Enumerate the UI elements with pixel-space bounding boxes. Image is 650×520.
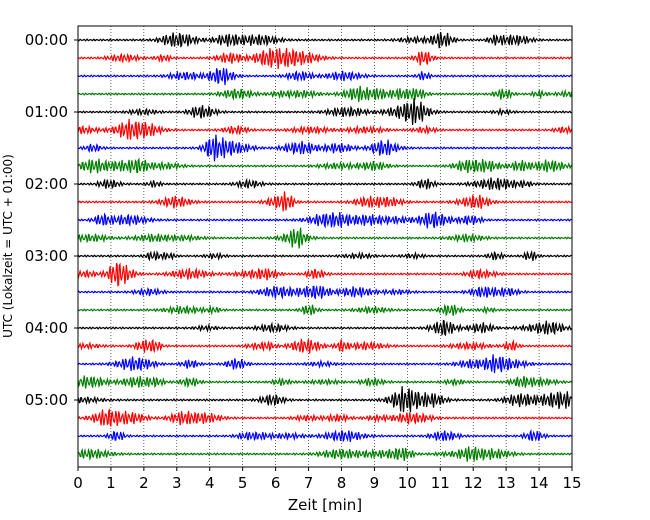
trace-05-30 (77, 428, 572, 443)
trace-02-15 (77, 191, 572, 212)
x-tick-label: 13 (497, 474, 516, 492)
x-axis-title: Zeit [min] (288, 496, 362, 514)
trace-04-00 (77, 319, 573, 337)
trace-04-15 (77, 338, 572, 354)
trace-group (77, 32, 573, 463)
x-axis: 0 1 2 3 4 5 6 7 8 9 10 11 12 13 14 15 (73, 467, 582, 492)
y-tick-label: 01:00 (25, 103, 68, 121)
y-tick-label: 05:00 (25, 391, 68, 409)
x-tick-label: 12 (464, 474, 483, 492)
trace-03-30 (77, 284, 572, 300)
x-tick-label: 5 (238, 474, 248, 492)
trace-01-00 (77, 97, 572, 125)
plot-frame (77, 25, 573, 468)
trace-01-15 (77, 118, 573, 140)
x-tick-label: 14 (530, 474, 549, 492)
trace-03-00 (77, 249, 572, 262)
x-tick-label: 6 (271, 474, 281, 492)
trace-04-45 (77, 375, 573, 389)
trace-00-45 (77, 85, 573, 103)
trace-05-45 (77, 446, 572, 463)
y-tick-label: 00:00 (25, 31, 68, 49)
trace-02-00 (77, 177, 572, 191)
y-axis-title: UTC (Lokalzeit = UTC + 01:00) (1, 154, 15, 338)
y-axis: 00:00 01:00 02:00 03:00 04:00 05:00 (25, 31, 78, 409)
trace-05-00 (77, 386, 573, 413)
x-tick-label: 2 (139, 474, 149, 492)
trace-00-15 (77, 47, 572, 70)
y-tick-label: 03:00 (25, 247, 68, 265)
y-tick-label: 02:00 (25, 175, 68, 193)
trace-01-30 (77, 134, 572, 162)
trace-05-15 (77, 408, 572, 427)
x-tick-label: 3 (172, 474, 182, 492)
trace-00-30 (77, 67, 573, 86)
x-tick-label: 0 (73, 474, 83, 492)
x-tick-label: 4 (205, 474, 215, 492)
trace-03-45 (77, 303, 572, 317)
x-tick-label: 1 (106, 474, 116, 492)
x-tick-label: 8 (337, 474, 347, 492)
trace-02-30 (77, 211, 572, 229)
x-tick-label: 9 (370, 474, 380, 492)
x-tick-label: 10 (398, 474, 417, 492)
x-tick-label: 7 (304, 474, 314, 492)
x-tick-label: 11 (431, 474, 450, 492)
trace-01-45 (77, 157, 573, 174)
trace-00-00 (77, 32, 572, 49)
x-tick-label: 15 (562, 474, 581, 492)
trace-03-15 (77, 262, 572, 287)
y-tick-label: 04:00 (25, 319, 68, 337)
trace-02-45 (77, 227, 572, 249)
trace-04-30 (77, 354, 572, 374)
